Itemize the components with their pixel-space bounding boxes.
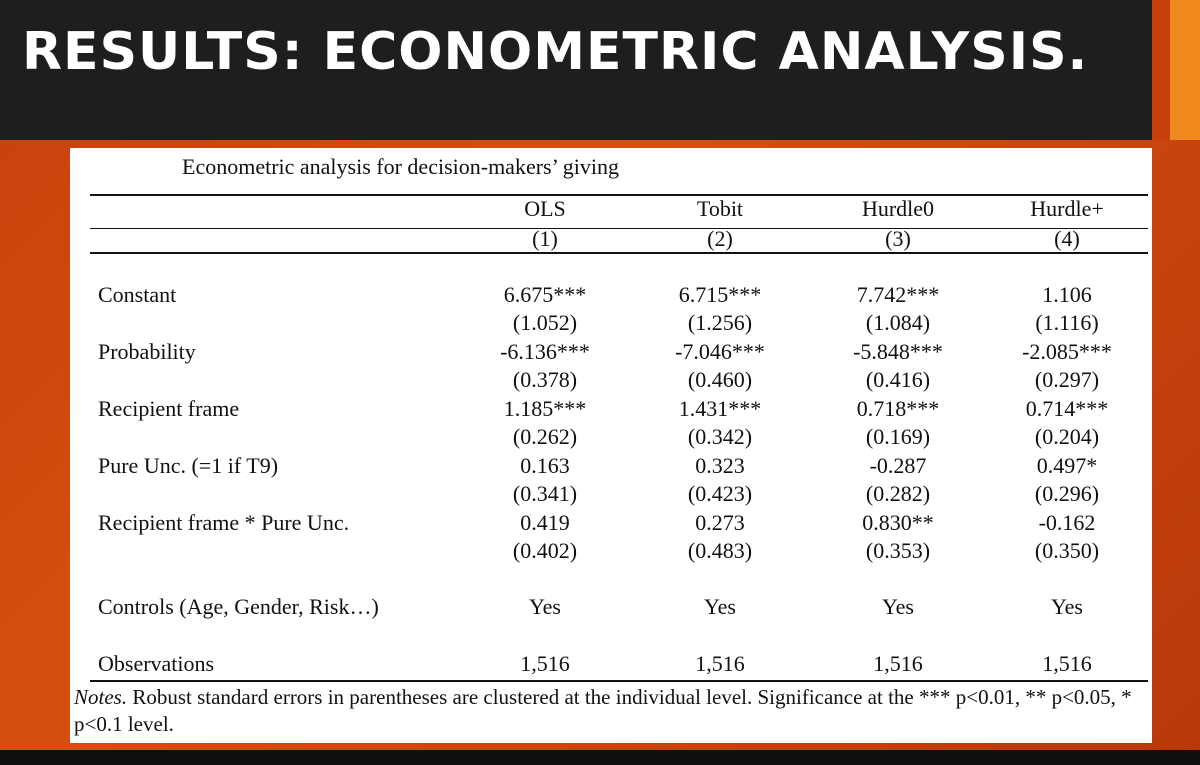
notes-text: Robust standard errors in parentheses ar…: [74, 685, 1132, 736]
coefficient-cell: 1.185***: [503, 396, 587, 421]
coefficient-cell: 7.742***: [856, 282, 940, 307]
accent-bar: [1170, 0, 1200, 140]
bottom-bar: [0, 750, 1200, 765]
std-error-cell: (0.296): [1034, 481, 1100, 506]
top-rule: [90, 194, 1148, 196]
column-number: (2): [707, 226, 733, 251]
column-number: (1): [532, 226, 558, 251]
coefficient-cell: -0.162: [1038, 510, 1096, 535]
coefficient-cell: 0.830**: [862, 510, 934, 535]
observations-cell: 1,516: [695, 651, 745, 676]
slide-header: RESULTS: ECONOMETRIC ANALYSIS.: [0, 0, 1152, 140]
controls-label: Controls (Age, Gender, Risk…): [98, 594, 379, 619]
controls-cell: Yes: [881, 594, 914, 619]
coefficient-cell: 0.714***: [1025, 396, 1109, 421]
std-error-cell: (0.169): [865, 424, 931, 449]
std-error-cell: (0.402): [512, 538, 578, 563]
std-error-cell: (0.416): [865, 367, 931, 392]
coefficient-cell: -5.848***: [853, 339, 943, 364]
std-error-cell: (0.341): [512, 481, 578, 506]
std-error-cell: (1.256): [687, 310, 753, 335]
std-error-cell: (1.084): [865, 310, 931, 335]
std-error-cell: (0.483): [687, 538, 753, 563]
std-error-cell: (1.052): [512, 310, 578, 335]
observations-label: Observations: [98, 651, 215, 676]
header-bottom-rule: [90, 252, 1148, 254]
coefficient-cell: 6.715***: [678, 282, 762, 307]
coefficient-cell: 0.419: [520, 510, 570, 535]
std-error-cell: (1.116): [1035, 310, 1099, 335]
column-number: (4): [1054, 226, 1080, 251]
std-error-cell: (0.297): [1034, 367, 1100, 392]
regression-table: Econometric analysis for decision-makers…: [70, 148, 1152, 743]
column-header: Hurdle0: [861, 196, 935, 221]
std-error-cell: (0.282): [865, 481, 931, 506]
coefficient-cell: 0.718***: [856, 396, 940, 421]
accent-gap: [1152, 0, 1170, 140]
coefficient-cell: -0.287: [869, 453, 927, 478]
column-header: Tobit: [696, 196, 744, 221]
row-label: Probability: [98, 339, 196, 364]
header-mid-rule: [90, 228, 1148, 229]
std-error-cell: (0.423): [687, 481, 753, 506]
row-label: Constant: [98, 282, 177, 307]
row-label: Pure Unc. (=1 if T9): [98, 453, 279, 478]
column-number: (3): [885, 226, 911, 251]
observations-cell: 1,516: [520, 651, 570, 676]
table-caption: Econometric analysis for decision-makers…: [182, 154, 620, 179]
coefficient-cell: 1.106: [1042, 282, 1092, 307]
std-error-cell: (0.353): [865, 538, 931, 563]
table-notes: Notes. Robust standard errors in parenth…: [74, 684, 1144, 738]
row-label: Recipient frame * Pure Unc.: [98, 510, 350, 535]
bottom-rule: [90, 680, 1148, 682]
row-label: Recipient frame: [98, 396, 240, 421]
coefficient-cell: -7.046***: [675, 339, 765, 364]
coefficient-cell: 1.431***: [678, 396, 762, 421]
std-error-cell: (0.460): [687, 367, 753, 392]
std-error-cell: (0.350): [1034, 538, 1100, 563]
std-error-cell: (0.204): [1034, 424, 1100, 449]
controls-cell: Yes: [528, 594, 561, 619]
coefficient-cell: 0.273: [695, 510, 745, 535]
observations-cell: 1,516: [1042, 651, 1092, 676]
controls-cell: Yes: [1050, 594, 1083, 619]
coefficient-cell: -6.136***: [500, 339, 590, 364]
column-header: Hurdle+: [1030, 196, 1104, 221]
controls-cell: Yes: [703, 594, 736, 619]
std-error-cell: (0.262): [512, 424, 578, 449]
notes-prefix: Notes.: [74, 685, 128, 709]
coefficient-cell: -2.085***: [1022, 339, 1112, 364]
slide-title: RESULTS: ECONOMETRIC ANALYSIS.: [22, 22, 1089, 82]
std-error-cell: (0.378): [512, 367, 578, 392]
observations-cell: 1,516: [873, 651, 923, 676]
coefficient-cell: 0.497*: [1036, 453, 1098, 478]
column-header: OLS: [524, 196, 566, 221]
coefficient-cell: 0.163: [520, 453, 570, 478]
coefficient-cell: 0.323: [695, 453, 745, 478]
std-error-cell: (0.342): [687, 424, 753, 449]
coefficient-cell: 6.675***: [503, 282, 587, 307]
